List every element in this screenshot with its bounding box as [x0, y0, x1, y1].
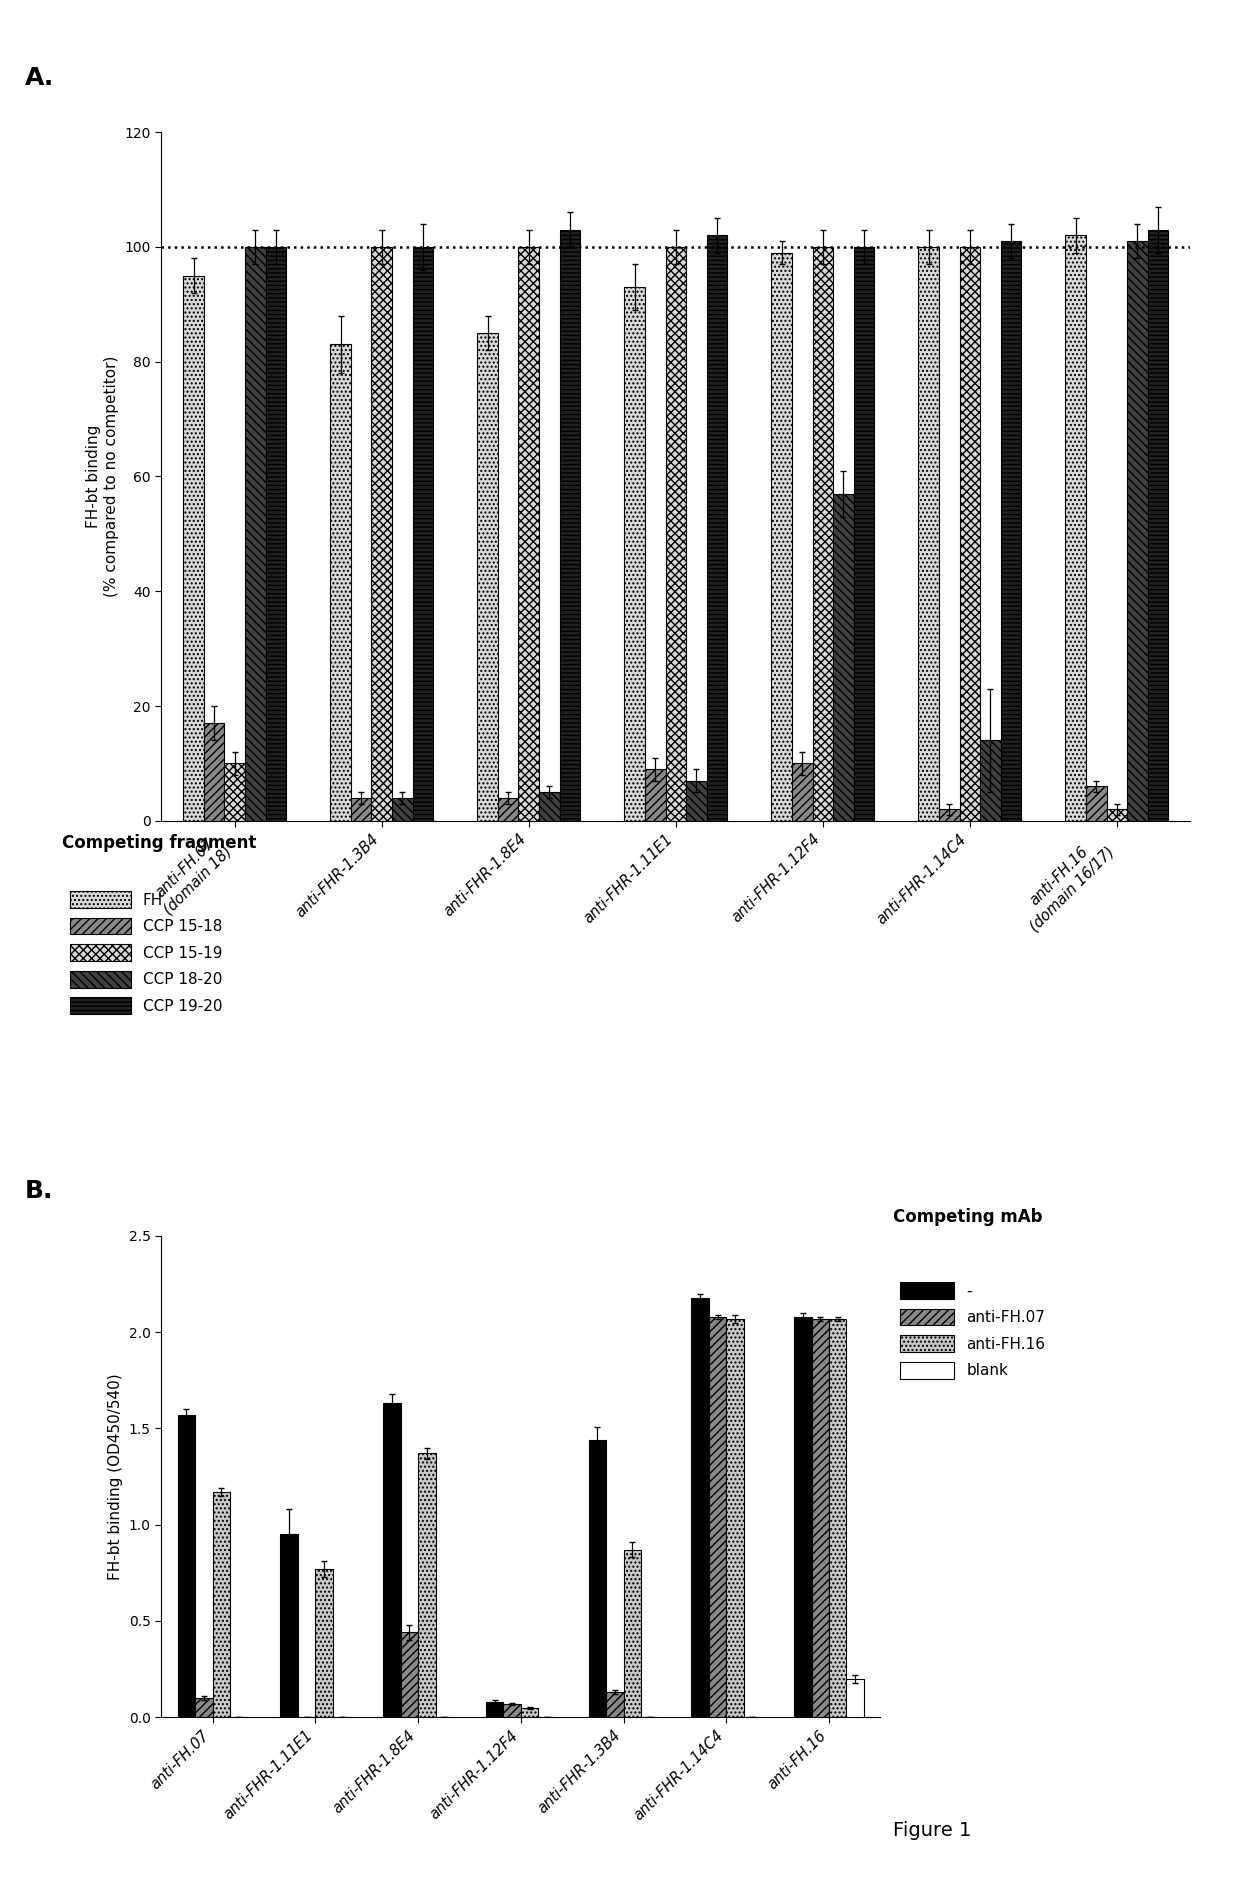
Bar: [692, 1298, 709, 1717]
Bar: [1127, 242, 1148, 821]
Text: Competing fragment: Competing fragment: [62, 834, 257, 853]
Bar: [503, 1704, 521, 1717]
Bar: [606, 1693, 624, 1717]
Bar: [980, 740, 1001, 821]
Bar: [330, 345, 351, 821]
Bar: [645, 770, 666, 821]
Bar: [919, 247, 939, 821]
Bar: [624, 1549, 641, 1717]
Bar: [709, 1317, 727, 1717]
Bar: [372, 247, 392, 821]
Bar: [666, 247, 686, 821]
Bar: [939, 810, 960, 821]
Bar: [203, 723, 224, 821]
Bar: [392, 798, 413, 821]
Bar: [413, 247, 433, 821]
Bar: [177, 1415, 195, 1717]
Bar: [1001, 242, 1022, 821]
Bar: [315, 1568, 332, 1717]
Bar: [539, 793, 559, 821]
Bar: [833, 494, 853, 821]
Bar: [771, 253, 792, 821]
Bar: [498, 798, 518, 821]
Text: Competing mAb: Competing mAb: [893, 1208, 1043, 1227]
Bar: [792, 764, 812, 821]
Bar: [812, 247, 833, 821]
Y-axis label: FH-bt binding
(% compared to no competitor): FH-bt binding (% compared to no competit…: [87, 357, 119, 596]
Bar: [853, 247, 874, 821]
Bar: [280, 1534, 298, 1717]
Bar: [1148, 230, 1168, 821]
Bar: [727, 1319, 744, 1717]
Bar: [1106, 810, 1127, 821]
Bar: [1065, 236, 1086, 821]
Bar: [794, 1317, 811, 1717]
Bar: [518, 247, 539, 821]
Text: A.: A.: [25, 66, 55, 91]
Bar: [184, 276, 203, 821]
Bar: [477, 332, 498, 821]
Bar: [847, 1679, 864, 1717]
Bar: [686, 781, 707, 821]
Legend: FH, CCP 15-18, CCP 15-19, CCP 18-20, CCP 19-20: FH, CCP 15-18, CCP 15-19, CCP 18-20, CCP…: [69, 891, 222, 1013]
Bar: [624, 287, 645, 821]
Bar: [383, 1404, 401, 1717]
Bar: [224, 764, 246, 821]
Text: B.: B.: [25, 1179, 53, 1204]
Bar: [811, 1319, 830, 1717]
Bar: [486, 1702, 503, 1717]
Bar: [830, 1319, 847, 1717]
Bar: [351, 798, 372, 821]
Bar: [521, 1708, 538, 1717]
Bar: [707, 236, 727, 821]
Y-axis label: FH-bt binding (OD450/540): FH-bt binding (OD450/540): [108, 1374, 123, 1579]
Bar: [589, 1440, 606, 1717]
Bar: [265, 247, 286, 821]
Bar: [212, 1493, 231, 1717]
Bar: [1086, 787, 1106, 821]
Legend: -, anti-FH.07, anti-FH.16, blank: -, anti-FH.07, anti-FH.16, blank: [900, 1281, 1045, 1379]
Bar: [559, 230, 580, 821]
Bar: [401, 1632, 418, 1717]
Text: Figure 1: Figure 1: [893, 1821, 971, 1840]
Bar: [418, 1453, 435, 1717]
Bar: [195, 1698, 212, 1717]
Bar: [960, 247, 980, 821]
Bar: [246, 247, 265, 821]
